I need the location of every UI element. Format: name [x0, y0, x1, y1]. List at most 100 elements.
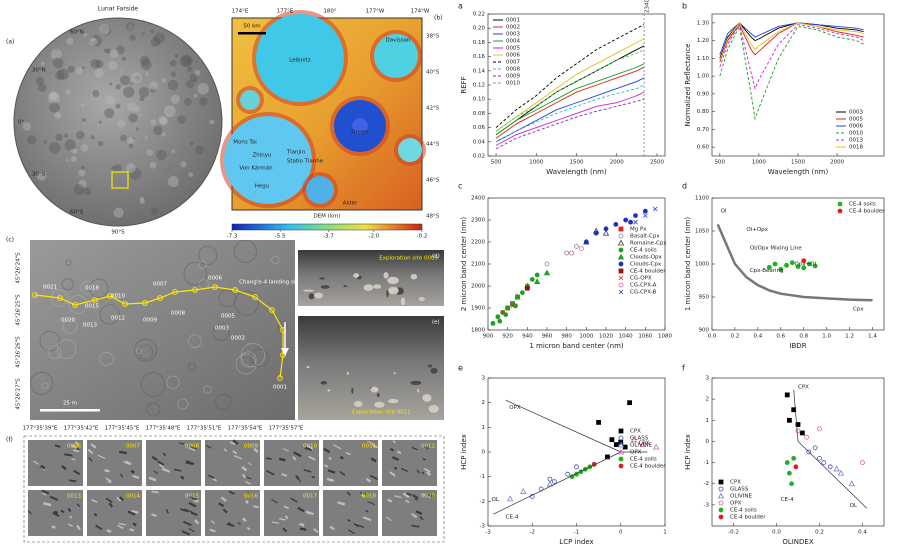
crater — [127, 102, 137, 112]
crater — [43, 140, 47, 144]
latitude-label: 45°26'27"S — [16, 378, 22, 410]
crater — [95, 59, 104, 68]
texture — [283, 505, 289, 509]
x-tick-label: 960 — [542, 334, 553, 340]
y-tick-label: 1 — [482, 425, 486, 431]
texture — [87, 448, 94, 455]
y-tick-label: -2 — [480, 499, 485, 505]
crater — [156, 149, 167, 161]
texture — [411, 446, 418, 451]
waypoint-label: 0013 — [83, 323, 97, 329]
plot-frame — [711, 377, 885, 527]
legend-swatch — [718, 479, 724, 485]
texture — [158, 463, 165, 469]
y-tick-label: 1.30 — [697, 20, 710, 26]
texture — [116, 496, 122, 502]
texture — [346, 491, 351, 496]
texture — [90, 443, 97, 449]
texture — [365, 509, 369, 513]
trend-arrow — [505, 399, 621, 453]
texture — [367, 500, 375, 506]
rock — [387, 276, 399, 285]
crater — [187, 362, 196, 371]
crater — [62, 318, 78, 334]
waypoint-label: 0002 — [231, 336, 245, 342]
crater — [98, 140, 104, 147]
y-tick-label: 0.90 — [697, 91, 710, 97]
rock — [418, 297, 425, 302]
legend-label: 0002 — [506, 25, 520, 31]
data-point — [778, 266, 784, 272]
crater — [127, 137, 135, 145]
texture — [60, 464, 67, 471]
crater — [111, 165, 116, 171]
crater — [27, 134, 37, 145]
texture — [416, 469, 420, 474]
crater — [177, 115, 187, 124]
waypoint — [57, 295, 63, 301]
data-point — [574, 464, 579, 470]
crater — [188, 172, 194, 177]
texture — [208, 474, 215, 479]
y-tick-label: 0.12 — [473, 83, 485, 89]
data-point — [633, 219, 638, 225]
texture — [107, 480, 112, 484]
crater — [159, 116, 169, 126]
texture — [180, 475, 185, 480]
crater — [121, 56, 127, 62]
crater — [215, 393, 232, 410]
texture — [73, 469, 81, 476]
y-tick-label: 0.06 — [473, 125, 486, 131]
latitude-label: 0° — [18, 120, 24, 126]
scale-label: 50 km — [243, 24, 260, 30]
crater — [146, 402, 161, 417]
globe-bottom-label: 90°S — [111, 230, 125, 236]
crater — [135, 348, 142, 354]
x-tick-label: 920 — [502, 334, 513, 340]
data-point — [503, 312, 509, 318]
crater — [92, 89, 100, 97]
data-point — [544, 261, 550, 267]
texture — [253, 505, 259, 509]
texture — [148, 476, 157, 482]
texture — [162, 452, 167, 457]
waypoint — [72, 302, 78, 308]
y-tick-label: 0.04 — [473, 139, 486, 145]
data-point — [795, 264, 801, 270]
x-tick-label: 2000 — [610, 160, 624, 166]
x-tick-label: -0.2 — [728, 530, 739, 536]
legend-label: CG-OPX — [630, 276, 652, 282]
texture — [76, 503, 81, 508]
crater — [189, 141, 194, 146]
texture — [411, 513, 418, 519]
data-point — [787, 417, 792, 423]
crater — [90, 34, 103, 47]
data-point — [817, 455, 822, 461]
texture — [283, 448, 289, 452]
texture — [40, 464, 46, 470]
data-point — [579, 246, 584, 252]
crater — [123, 86, 135, 98]
texture — [329, 525, 335, 531]
rock — [370, 386, 379, 393]
legend-label: 0010 — [849, 131, 863, 137]
legend-swatch — [718, 486, 724, 492]
trend-arrow — [493, 451, 621, 515]
plot-frame — [487, 197, 666, 331]
texture — [67, 507, 72, 513]
legend-label: CE-4 soils — [849, 202, 876, 208]
crater — [149, 81, 159, 91]
data-point — [848, 480, 855, 487]
x-tick-label: -2 — [530, 530, 535, 536]
longitude-label: 174°E — [232, 9, 249, 15]
texture — [332, 444, 342, 450]
y-tick-label: 1000 — [695, 262, 709, 268]
crater — [185, 80, 195, 89]
texture — [371, 443, 379, 449]
legend-label: CE-4 boulder — [630, 464, 666, 470]
crater — [134, 75, 141, 81]
x-axis-label: Wavelength (nm) — [768, 168, 829, 176]
y-tick-label: 0.02 — [473, 154, 485, 160]
tile-label: 0011 — [362, 444, 376, 450]
crater — [171, 149, 175, 154]
